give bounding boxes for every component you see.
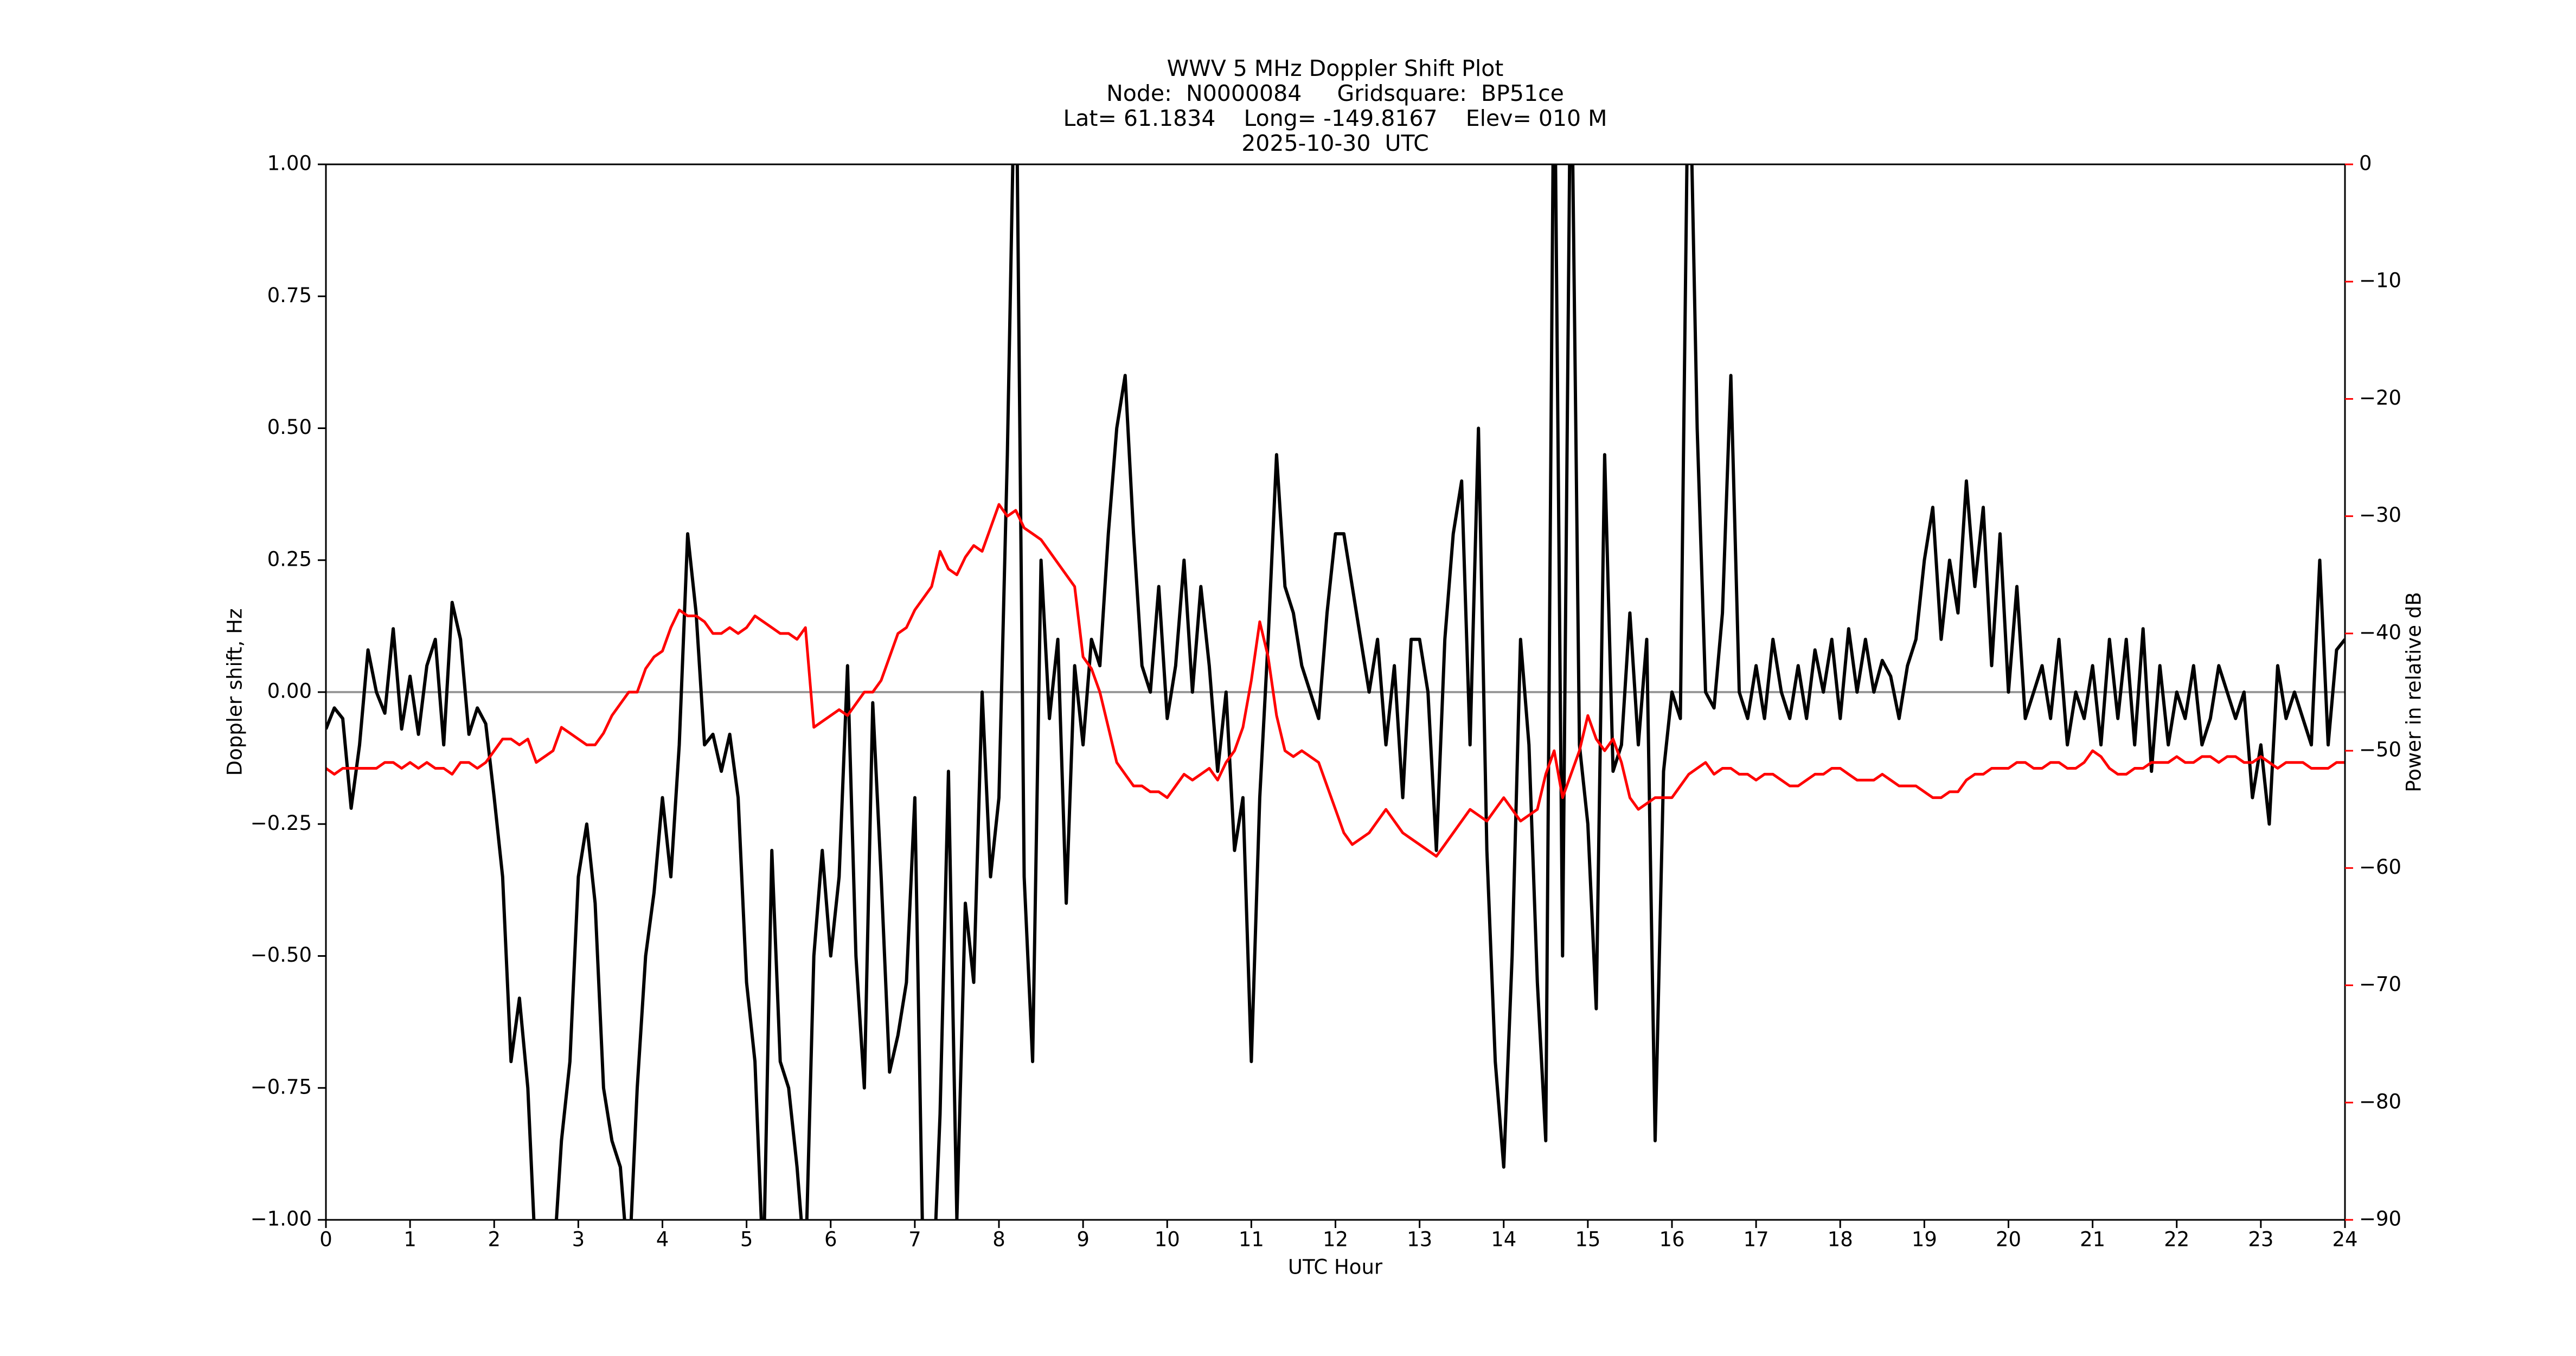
- x-tick-label: 18: [1828, 1228, 1853, 1251]
- plot-area: [326, 164, 2345, 1220]
- x-tick-label: 17: [1744, 1228, 1769, 1251]
- y2-tick-label: −80: [2359, 1090, 2401, 1113]
- chart-subtitle: 2025-10-30 UTC: [1241, 130, 1429, 156]
- x-tick-label: 13: [1407, 1228, 1432, 1251]
- x-tick-label: 12: [1323, 1228, 1348, 1251]
- data-line: [326, 503, 2345, 858]
- y-tick-label: −0.25: [251, 811, 312, 835]
- x-tick-label: 9: [1076, 1228, 1090, 1251]
- chart-subtitle: Lat= 61.1834 Long= -149.8167 Elev= 010 M: [1063, 105, 1607, 131]
- y2-tick-label: −20: [2359, 386, 2401, 410]
- x-tick-label: 3: [572, 1228, 585, 1251]
- x-tick-label: 15: [1575, 1228, 1600, 1251]
- y2-tick-label: −60: [2359, 855, 2401, 879]
- x-tick-label: 2: [488, 1228, 501, 1251]
- x-tick-label: 11: [1239, 1228, 1264, 1251]
- x-tick-label: 14: [1491, 1228, 1516, 1251]
- x-tick-label: 23: [2248, 1228, 2273, 1251]
- y2-tick-label: −70: [2359, 973, 2401, 996]
- y-tick-label: 0.75: [267, 284, 312, 307]
- x-tick-label: 22: [2164, 1228, 2189, 1251]
- data-line: [326, 164, 2345, 1220]
- y2-tick-label: −10: [2359, 269, 2401, 292]
- y2-tick-label: −90: [2359, 1207, 2401, 1231]
- x-tick-label: 7: [908, 1228, 921, 1251]
- chart-title: WWV 5 MHz Doppler Shift Plot: [1167, 55, 1504, 81]
- y2-tick-label: −50: [2359, 738, 2401, 762]
- y-tick-label: 0.25: [267, 547, 312, 571]
- x-tick-label: 8: [992, 1228, 1005, 1251]
- y-tick-label: 0.50: [267, 415, 312, 439]
- chart-subtitle: Node: N0000084 Gridsquare: BP51ce: [1106, 80, 1564, 106]
- y-tick-label: −1.00: [251, 1207, 312, 1231]
- x-tick-label: 0: [319, 1228, 332, 1251]
- y-axis-label: Doppler shift, Hz: [223, 609, 247, 776]
- y-tick-label: −0.75: [251, 1075, 312, 1098]
- x-tick-label: 24: [2332, 1228, 2357, 1251]
- x-tick-label: 20: [1996, 1228, 2021, 1251]
- x-tick-label: 16: [1659, 1228, 1684, 1251]
- x-tick-label: 10: [1155, 1228, 1180, 1251]
- y-tick-label: −0.50: [251, 943, 312, 967]
- y-tick-label: 0.00: [267, 680, 312, 703]
- y2-axis-label: Power in relative dB: [2402, 592, 2426, 792]
- y2-tick-label: −30: [2359, 503, 2401, 527]
- x-tick-label: 21: [2080, 1228, 2105, 1251]
- x-tick-label: 1: [403, 1228, 416, 1251]
- x-tick-label: 6: [824, 1228, 837, 1251]
- x-tick-label: 5: [740, 1228, 753, 1251]
- x-tick-label: 19: [1912, 1228, 1937, 1251]
- x-tick-label: 4: [656, 1228, 669, 1251]
- y2-tick-label: −40: [2359, 621, 2401, 644]
- y-tick-label: 1.00: [267, 152, 312, 175]
- x-axis-label: UTC Hour: [1288, 1256, 1383, 1279]
- y2-tick-label: 0: [2359, 152, 2372, 175]
